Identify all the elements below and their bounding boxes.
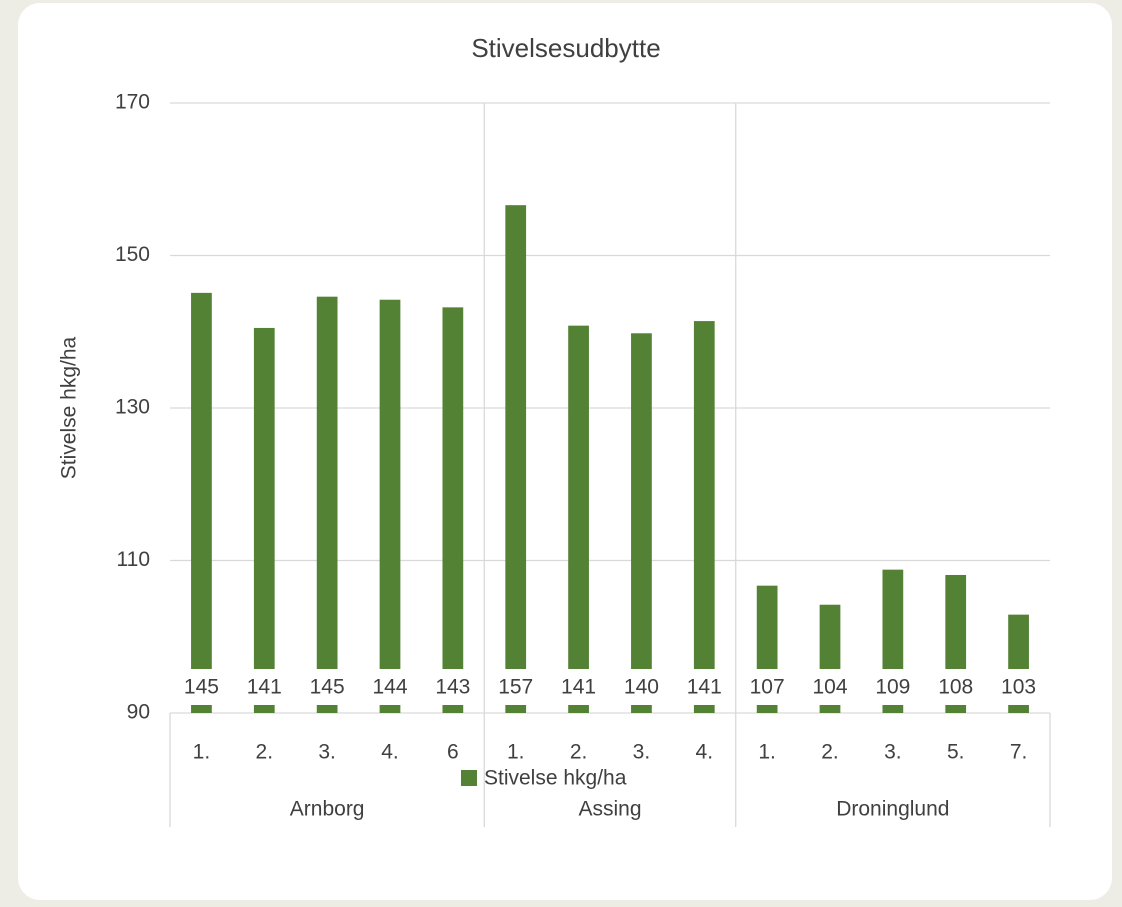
group-label: Arnborg — [290, 798, 365, 821]
data-label: 108 — [938, 676, 973, 699]
data-label-background — [299, 669, 356, 705]
x-tick-label: 6 — [447, 741, 459, 764]
data-label-background — [613, 669, 670, 705]
y-tick-label: 170 — [115, 91, 150, 114]
bar — [191, 292, 212, 713]
bar — [693, 321, 715, 713]
x-tick-label: 7. — [1010, 741, 1028, 764]
bar — [379, 299, 401, 713]
data-label-background — [990, 669, 1047, 705]
bar — [442, 307, 464, 713]
chart-title: Stivelsesudbytte — [471, 33, 660, 63]
y-tick-label: 130 — [115, 396, 150, 419]
bar — [568, 325, 589, 713]
x-tick-label: 4. — [381, 741, 399, 764]
data-label: 145 — [184, 676, 219, 699]
data-label: 157 — [498, 676, 533, 699]
bar — [253, 327, 275, 713]
data-label: 109 — [875, 676, 910, 699]
y-tick-label: 150 — [115, 243, 150, 266]
data-label: 143 — [435, 676, 470, 699]
data-label: 104 — [812, 676, 847, 699]
x-tick-label: 2. — [821, 741, 839, 764]
data-label: 103 — [1001, 676, 1036, 699]
data-label: 144 — [372, 676, 407, 699]
y-tick-label: 90 — [127, 701, 150, 724]
data-label-background — [864, 669, 921, 705]
data-label-background — [676, 669, 733, 705]
y-axis-title: Stivelse hkg/ha — [58, 336, 81, 479]
x-tick-label: 4. — [696, 741, 714, 764]
card — [18, 3, 1112, 900]
data-label: 141 — [561, 676, 596, 699]
data-label-background — [927, 669, 984, 705]
data-label: 107 — [750, 676, 785, 699]
data-label-background — [802, 669, 858, 705]
data-label-background — [173, 669, 230, 705]
data-label: 140 — [624, 676, 659, 699]
data-label: 145 — [310, 676, 345, 699]
legend-swatch — [461, 770, 477, 786]
data-label-background — [550, 669, 607, 705]
data-label-background — [236, 669, 293, 705]
data-label-background — [487, 669, 544, 705]
legend-label: Stivelse hkg/ha — [484, 767, 627, 790]
group-label: Droninglund — [836, 798, 949, 821]
x-tick-label: 5. — [947, 741, 965, 764]
x-tick-label: 1. — [758, 741, 776, 764]
data-label-background — [362, 669, 418, 705]
x-tick-label: 1. — [193, 741, 211, 764]
x-tick-label: 1. — [507, 741, 525, 764]
bar — [505, 205, 527, 714]
data-label: 141 — [687, 676, 722, 699]
bar — [316, 296, 338, 713]
x-tick-label: 3. — [884, 741, 902, 764]
bar — [631, 333, 652, 713]
y-tick-label: 110 — [117, 548, 150, 571]
data-label-background — [739, 669, 796, 705]
x-tick-label: 3. — [633, 741, 651, 764]
x-tick-label: 2. — [256, 741, 274, 764]
group-label: Assing — [578, 798, 641, 821]
data-label-background — [424, 669, 481, 705]
data-label: 141 — [247, 676, 282, 699]
x-tick-label: 3. — [318, 741, 336, 764]
x-tick-label: 2. — [570, 741, 588, 764]
